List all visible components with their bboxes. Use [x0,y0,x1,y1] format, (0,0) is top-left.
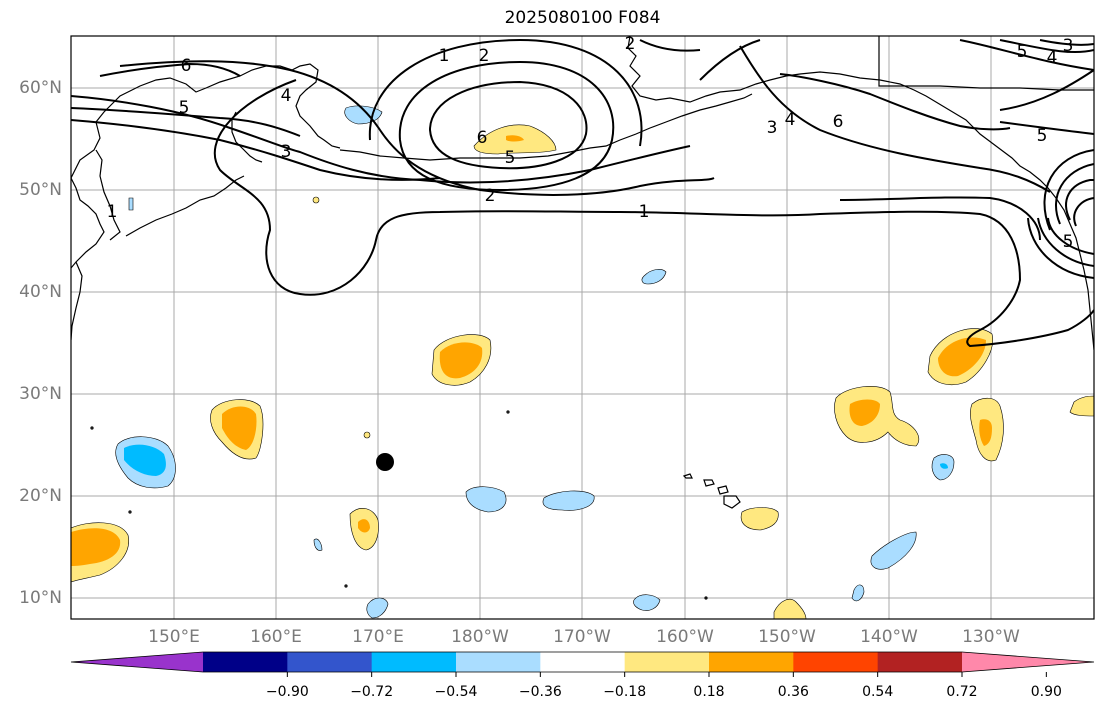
colorbar-segment [624,652,710,672]
colorbar-extend-max [962,652,1094,672]
contour-label: 3 [1063,36,1074,56]
colorbar [70,651,1095,673]
contour-label: 2 [479,46,490,66]
contour-label: 6 [477,128,488,148]
colorbar-outline [70,651,1095,673]
contour-label: 4 [281,86,292,106]
lon-label: 150°E [148,627,200,647]
colorbar-tick-label: −0.18 [603,684,646,700]
colorbar-tick-label: 0.36 [778,684,809,700]
colorbar-tick-label: 0.18 [693,684,724,700]
lon-label: 160°E [250,627,302,647]
colorbar-tick-label: −0.72 [350,684,393,700]
lat-label: 60°N [19,78,62,98]
contour-label-group: 6 5 4 3 2 1 6 5 2 1 5 4 3 4 6 3 5 1 2 5 [107,34,1074,252]
lat-label: 30°N [19,384,62,404]
contour-label: 6 [181,56,192,76]
contour-lines [71,38,1094,348]
contour-label: 5 [505,148,516,168]
colorbar-segment [371,652,457,672]
contour-label: 4 [785,110,796,130]
colorbar-segment [540,652,626,672]
coastlines [71,36,1094,600]
contour-label: 5 [179,98,190,118]
contour-label: 2 [625,34,636,54]
contour-label: 1 [107,202,118,222]
lon-label: 150°W [758,627,816,647]
colorbar-segment [793,652,879,672]
contour-label: 2 [485,186,496,206]
lon-label: 170°E [352,627,404,647]
latitude-labels: 60°N 50°N 40°N 30°N 20°N 10°N [19,78,62,608]
colorbar-tick-label: 0.54 [862,684,893,700]
lon-label: 180°W [451,627,509,647]
lon-label: 130°W [962,627,1020,647]
contour-label: 5 [1017,42,1028,62]
lat-label: 50°N [19,180,62,200]
lon-label: 160°W [656,627,714,647]
lon-label: 170°W [553,627,611,647]
colorbar-tick-label: 0.90 [1031,684,1062,700]
colorbar-segment [287,652,373,672]
colorbar-segment [456,652,541,672]
contour-label: 5 [1037,126,1048,146]
contour-label: 3 [281,142,292,162]
colorbar-segment [877,652,963,672]
colorbar-extend-min [71,652,203,672]
colorbar-tick-label: −0.90 [266,684,309,700]
colorbar-segment [709,652,794,672]
map-title: 2025080100 F084 [504,8,661,28]
location-marker [376,453,394,471]
contour-label: 1 [639,202,650,222]
contour-label: 1 [439,46,450,66]
lat-label: 10°N [19,588,62,608]
lat-label: 40°N [19,282,62,302]
map-frame [70,35,1095,620]
colorbar-tick-label: −0.36 [519,684,562,700]
contour-label: 6 [833,112,844,132]
contour-label: 4 [1047,48,1058,68]
colorbar-segment [203,652,288,672]
lat-label: 20°N [19,486,62,506]
colorbar-tick-label: −0.54 [435,684,478,700]
contour-label: 5 [1063,232,1074,252]
contour-label: 3 [767,118,778,138]
colorbar-tick-label: 0.72 [946,684,977,700]
lon-label: 140°W [860,627,918,647]
colorbar-ticks: −0.90 −0.72 −0.54 −0.36 −0.18 0.18 0.36 0.54 0.7… [266,672,1062,700]
positive-anomaly-fills [71,124,1094,619]
longitude-labels: 150°E 160°E 170°E 180°W 170°W 160°W 150°… [148,627,1020,647]
